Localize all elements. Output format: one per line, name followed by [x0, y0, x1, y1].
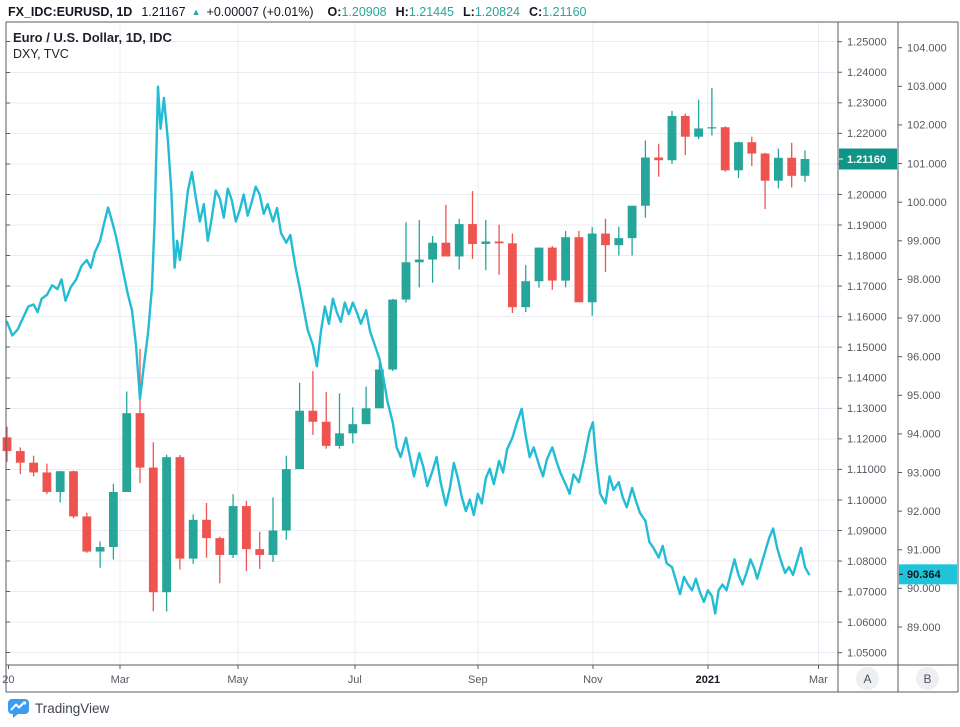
svg-text:100.000: 100.000: [907, 197, 947, 209]
svg-text:Mar: Mar: [809, 674, 828, 686]
svg-text:May: May: [227, 674, 248, 686]
svg-text:1.18000: 1.18000: [847, 250, 887, 262]
dxy-line-series: [5, 85, 811, 615]
dxy-axis-labels: 104.000 103.000 102.000 101.000 100.000 99.00…: [898, 43, 947, 634]
legend-overlay-series: DXY, TVC: [13, 47, 69, 61]
price-axis-dxy[interactable]: [898, 22, 958, 665]
svg-text:1.25000: 1.25000: [847, 37, 887, 49]
svg-text:Mar: Mar: [111, 674, 130, 686]
axis-labels-layer: 1.25000 1.24000 1.23000 1.22000 1.20000 1.190…: [2, 37, 947, 687]
svg-text:1.15000: 1.15000: [847, 342, 887, 354]
svg-text:1.23000: 1.23000: [847, 98, 887, 110]
svg-text:Nov: Nov: [583, 674, 603, 686]
low-label: L:: [463, 4, 475, 19]
svg-text:103.000: 103.000: [907, 81, 947, 93]
svg-text:1.19000: 1.19000: [847, 220, 887, 232]
tradingview-logo[interactable]: TradingView: [8, 699, 109, 718]
svg-text:1.12000: 1.12000: [847, 434, 887, 446]
svg-text:20: 20: [2, 674, 14, 686]
svg-text:1.10000: 1.10000: [847, 495, 887, 507]
svg-text:91.000: 91.000: [907, 545, 941, 557]
svg-text:1.05000: 1.05000: [847, 648, 887, 660]
time-axis[interactable]: [6, 665, 838, 692]
svg-text:99.000: 99.000: [907, 236, 941, 248]
time-axis-labels: 20 Mar May Jul Sep Nov 2021 Mar: [2, 674, 828, 686]
svg-text:1.21160: 1.21160: [847, 154, 886, 166]
dxy-price-badge: 90.364: [899, 564, 957, 585]
svg-text:2021: 2021: [696, 674, 720, 686]
svg-text:90.364: 90.364: [907, 569, 942, 581]
svg-text:1.08000: 1.08000: [847, 556, 887, 568]
svg-text:93.000: 93.000: [907, 467, 941, 479]
last-price: 1.21167: [141, 4, 186, 19]
svg-text:102.000: 102.000: [907, 120, 947, 132]
svg-text:1.14000: 1.14000: [847, 373, 887, 385]
close-field: C:1.21160: [529, 5, 586, 19]
svg-text:1.22000: 1.22000: [847, 128, 887, 140]
svg-text:95.000: 95.000: [907, 390, 941, 402]
low-value: 1.20824: [474, 4, 521, 19]
scale-a-button[interactable]: A: [856, 667, 879, 690]
svg-text:1.11000: 1.11000: [847, 464, 886, 476]
price-axis-eurusd[interactable]: [838, 22, 898, 665]
svg-text:1.06000: 1.06000: [847, 617, 887, 629]
price-change: +0.00007 (+0.01%): [206, 4, 314, 19]
svg-text:90.000: 90.000: [907, 583, 941, 595]
legend-main-series: Euro / U.S. Dollar, 1D, IDC: [13, 30, 172, 45]
svg-text:1.13000: 1.13000: [847, 403, 887, 415]
high-label: H:: [395, 4, 409, 19]
svg-text:Jul: Jul: [348, 674, 362, 686]
up-arrow-icon: ▲: [191, 6, 201, 17]
tradingview-logo-icon: [8, 699, 29, 718]
svg-text:101.000: 101.000: [907, 158, 947, 170]
high-field: H:1.21445: [396, 5, 454, 19]
svg-text:89.000: 89.000: [907, 622, 941, 634]
grid-layer: [6, 22, 838, 665]
svg-text:1.16000: 1.16000: [847, 311, 887, 323]
high-value: 1.21445: [408, 4, 455, 19]
series-layer: [2, 85, 811, 615]
eurusd-axis-labels: 1.25000 1.24000 1.23000 1.22000 1.20000 1.190…: [838, 37, 887, 660]
open-field: O:1.20908: [328, 5, 387, 19]
svg-text:1.07000: 1.07000: [847, 586, 887, 598]
open-value: 1.20908: [341, 4, 387, 19]
svg-text:98.000: 98.000: [907, 274, 941, 286]
svg-text:1.24000: 1.24000: [847, 67, 887, 79]
close-label: C:: [529, 4, 543, 19]
svg-text:1.17000: 1.17000: [847, 281, 887, 293]
svg-text:1.20000: 1.20000: [847, 189, 887, 201]
close-value: 1.21160: [542, 4, 587, 19]
eurusd-candles-series: [2, 87, 810, 612]
svg-text:92.000: 92.000: [907, 506, 941, 518]
eurusd-price-badge: 1.21160: [839, 148, 897, 170]
svg-text:96.000: 96.000: [907, 351, 941, 363]
open-label: O:: [327, 4, 342, 19]
svg-text:97.000: 97.000: [907, 313, 941, 325]
svg-text:104.000: 104.000: [907, 43, 947, 55]
tradingview-logo-text: TradingView: [35, 701, 110, 716]
chart-legend: Euro / U.S. Dollar, 1D, IDC DXY, TVC: [13, 29, 172, 63]
symbol-info-bar: FX_IDC:EURUSD, 1D 1.21167 ▲ +0.00007 (+0…: [8, 3, 595, 20]
low-field: L:1.20824: [463, 5, 520, 19]
svg-text:Sep: Sep: [468, 674, 488, 686]
symbol-name: FX_IDC:EURUSD, 1D: [8, 4, 133, 19]
svg-text:94.000: 94.000: [907, 429, 941, 441]
price-badges-layer: 1.21160 90.364: [839, 148, 957, 585]
svg-text:1.09000: 1.09000: [847, 525, 887, 537]
scale-b-button[interactable]: B: [916, 667, 939, 690]
